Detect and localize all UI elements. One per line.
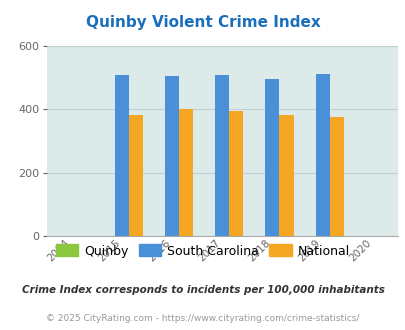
Bar — [129, 115, 143, 236]
Text: © 2025 CityRating.com - https://www.cityrating.com/crime-statistics/: © 2025 CityRating.com - https://www.city… — [46, 314, 359, 323]
Bar — [315, 74, 329, 236]
Text: Quinby Violent Crime Index: Quinby Violent Crime Index — [85, 15, 320, 30]
Bar — [329, 117, 343, 236]
Bar — [215, 75, 229, 236]
Bar — [115, 75, 129, 236]
Text: Crime Index corresponds to incidents per 100,000 inhabitants: Crime Index corresponds to incidents per… — [21, 285, 384, 295]
Bar — [279, 115, 293, 236]
Legend: Quinby, South Carolina, National: Quinby, South Carolina, National — [51, 240, 354, 263]
Bar — [265, 80, 279, 236]
Bar — [165, 76, 179, 236]
Bar — [179, 110, 193, 236]
Bar — [229, 111, 243, 236]
